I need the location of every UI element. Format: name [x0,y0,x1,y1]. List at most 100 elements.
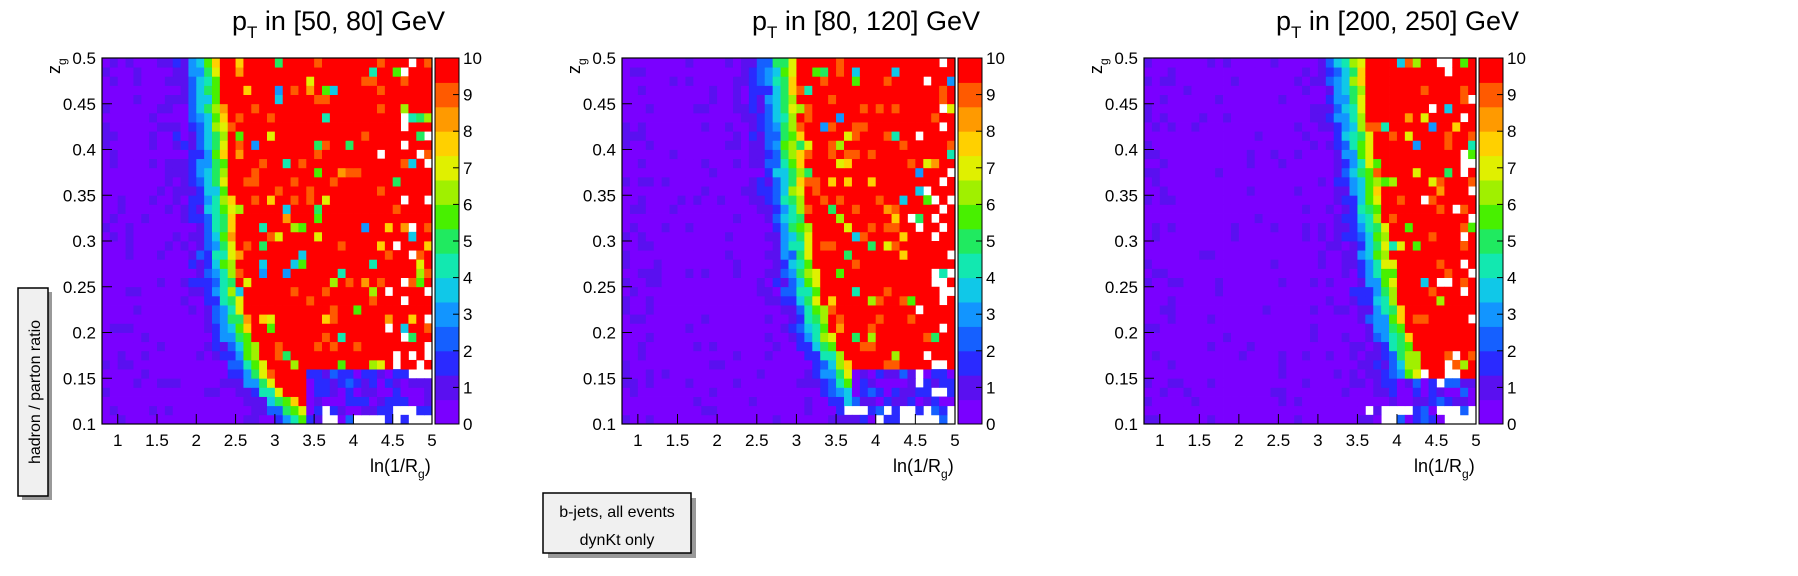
heatmap-cell [204,259,213,269]
heatmap-cell [369,67,378,77]
heatmap-cell [353,350,362,361]
heatmap-cell [645,195,655,205]
heatmap-cell [915,314,924,324]
heatmap-cell [1412,369,1422,379]
heatmap-cell [117,250,126,260]
heatmap-cell [883,76,892,86]
heatmap-cell [306,94,315,105]
heatmap-cell [353,314,362,324]
heatmap-cell [1436,186,1445,196]
heatmap-cell [392,314,401,324]
heatmap-cell [102,241,111,251]
heatmap-cell [1349,186,1358,196]
heatmap-cell [1159,231,1169,242]
heatmap-cell [125,186,134,196]
heatmap-cell [149,67,158,77]
heatmap-cell [1428,414,1437,425]
heatmap-cell [164,149,174,160]
heatmap-cell [923,259,932,269]
heatmap-cell [1349,231,1358,242]
heatmap-cell [416,222,425,233]
heatmap-cell [1167,94,1177,105]
heatmap-cell [377,259,386,269]
heatmap-cell [669,268,678,278]
heatmap-cell [361,396,370,407]
heatmap-cell [717,176,726,187]
heatmap-cell [337,112,346,123]
heatmap-cell [622,231,631,242]
heatmap-cell [172,112,181,123]
heatmap-cell [290,122,299,132]
heatmap-cell [1310,140,1319,150]
heatmap-cell [149,378,158,388]
heatmap-cell [337,359,346,370]
heatmap-cell [653,359,663,370]
heatmap-cell [149,176,158,187]
heatmap-cell [306,277,315,288]
heatmap-cell [733,131,742,141]
heatmap-cell [1175,405,1184,416]
heatmap-cell [669,76,678,86]
heatmap-cell [1191,195,1200,205]
heatmap-cell [1254,231,1263,242]
heatmap-cell [1151,277,1161,288]
heatmap-cell [243,67,252,77]
heatmap-cell [1420,204,1429,214]
heatmap-cell [172,131,181,141]
heatmap-cell [117,85,126,95]
heatmap-cell [149,405,158,416]
heatmap-cell [883,167,892,178]
heatmap-cell [859,103,869,114]
heatmap-cell [947,241,956,251]
heatmap-cell [923,112,932,123]
heatmap-cell [1183,140,1192,150]
heatmap-cell [1167,286,1177,297]
heatmap-cell [416,332,425,343]
heatmap-cell [1278,305,1287,315]
heatmap-cell [1460,213,1469,224]
heatmap-cell [345,186,354,196]
heatmap-cell [1341,305,1350,315]
heatmap-cell [645,103,655,114]
heatmap-cell [1246,158,1256,169]
heatmap-cell [796,305,805,315]
heatmap-cell [212,195,221,205]
heatmap-cell [1144,332,1153,343]
heatmap-cell [282,204,291,214]
heatmap-cell [400,94,409,105]
heatmap-cell [1317,323,1327,333]
heatmap-cell [1223,149,1232,160]
heatmap-cell [1302,158,1311,169]
heatmap-cell [1294,222,1303,233]
heatmap-cell [125,195,134,205]
heatmap-cell [1167,414,1177,425]
heatmap-cell [149,186,158,196]
heatmap-cell [725,158,734,169]
heatmap-cell [1199,140,1208,150]
heatmap-cell [1270,241,1279,251]
heatmap-cell [109,222,119,233]
heatmap-cell [196,94,205,105]
heatmap-cell [653,350,663,361]
heatmap-cell [796,241,805,251]
heatmap-cell [322,378,331,388]
heatmap-cell [345,122,354,132]
heatmap-cell [102,58,111,68]
heatmap-cell [109,186,119,196]
heatmap-cell [629,131,639,141]
heatmap-cell [653,396,663,407]
heatmap-cell [709,341,718,352]
heatmap-cell [1412,268,1422,278]
heatmap-cell [109,140,119,150]
heatmap-cell [1144,350,1153,361]
heatmap-cell [1452,323,1461,333]
heatmap-cell [219,250,229,260]
heatmap-cell [274,332,284,343]
heatmap-cell [733,176,742,187]
heatmap-cell [149,167,158,178]
heatmap-cell [891,195,900,205]
heatmap-cell [748,295,758,306]
heatmap-cell [733,295,742,306]
heatmap-cell [1412,167,1422,178]
heatmap-cell [947,76,956,86]
